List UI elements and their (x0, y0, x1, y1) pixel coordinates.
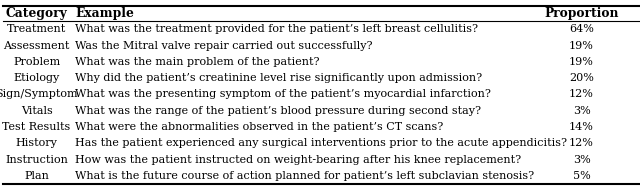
Text: What is the future course of action planned for patient’s left subclavian stenos: What is the future course of action plan… (75, 171, 534, 181)
Text: Sign/Symptom: Sign/Symptom (0, 89, 78, 99)
Text: Example: Example (75, 7, 134, 20)
Text: 12%: 12% (569, 138, 594, 149)
Text: Has the patient experienced any surgical interventions prior to the acute append: Has the patient experienced any surgical… (75, 138, 567, 149)
Text: 19%: 19% (569, 57, 594, 67)
Text: Treatment: Treatment (7, 24, 66, 34)
Text: Proportion: Proportion (544, 7, 619, 20)
Text: Was the Mitral valve repair carried out successfully?: Was the Mitral valve repair carried out … (75, 41, 372, 51)
Text: What was the range of the patient’s blood pressure during second stay?: What was the range of the patient’s bloo… (75, 106, 481, 116)
Text: Assessment: Assessment (3, 41, 70, 51)
Text: How was the patient instructed on weight-bearing after his knee replacement?: How was the patient instructed on weight… (75, 155, 521, 165)
Text: 20%: 20% (569, 73, 594, 83)
Text: 64%: 64% (569, 24, 594, 34)
Text: Why did the patient’s creatinine level rise significantly upon admission?: Why did the patient’s creatinine level r… (75, 73, 482, 83)
Text: What was the main problem of the patient?: What was the main problem of the patient… (75, 57, 319, 67)
Text: Problem: Problem (13, 57, 60, 67)
Text: 3%: 3% (573, 155, 590, 165)
Text: Test Results: Test Results (3, 122, 70, 132)
Text: 19%: 19% (569, 41, 594, 51)
Text: What were the abnormalities observed in the patient’s CT scans?: What were the abnormalities observed in … (75, 122, 444, 132)
Text: 14%: 14% (569, 122, 594, 132)
Text: Instruction: Instruction (5, 155, 68, 165)
Text: What was the treatment provided for the patient’s left breast cellulitis?: What was the treatment provided for the … (75, 24, 478, 34)
Text: 12%: 12% (569, 89, 594, 99)
Text: 5%: 5% (573, 171, 590, 181)
Text: 3%: 3% (573, 106, 590, 116)
Text: Plan: Plan (24, 171, 49, 181)
Text: History: History (15, 138, 58, 149)
Text: Vitals: Vitals (20, 106, 52, 116)
Text: Etiology: Etiology (13, 73, 60, 83)
Text: Category: Category (6, 7, 67, 20)
Text: What was the presenting symptom of the patient’s myocardial infarction?: What was the presenting symptom of the p… (75, 89, 491, 99)
